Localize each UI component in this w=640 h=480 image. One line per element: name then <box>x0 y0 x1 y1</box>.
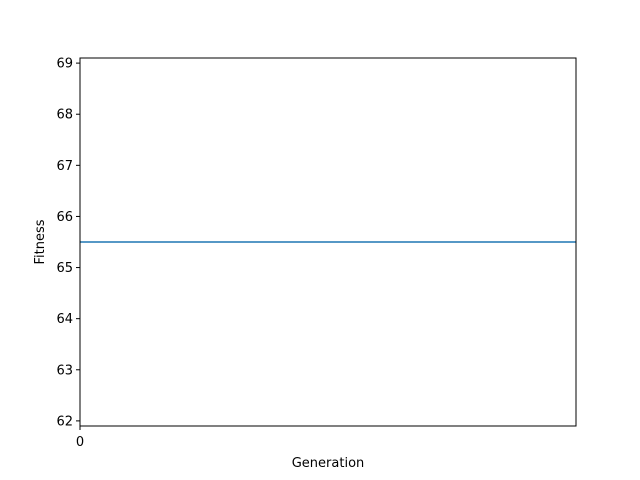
y-tick-label: 69 <box>56 57 73 72</box>
y-axis-label: Fitness <box>33 219 48 264</box>
y-tick-label: 67 <box>56 159 73 174</box>
y-axis-ticks: 62 63 64 65 66 67 68 69 <box>56 57 80 429</box>
y-tick-label: 64 <box>56 312 73 327</box>
y-tick-label: 68 <box>56 108 73 123</box>
x-axis-ticks: 0 <box>76 426 84 450</box>
x-axis-label: Generation <box>292 456 365 471</box>
y-tick-label: 62 <box>56 414 73 429</box>
y-tick-label: 65 <box>56 261 73 276</box>
y-tick-label: 66 <box>56 210 73 225</box>
plot-frame <box>79 57 577 427</box>
x-tick-label: 0 <box>76 435 84 450</box>
y-tick-label: 63 <box>56 363 73 378</box>
